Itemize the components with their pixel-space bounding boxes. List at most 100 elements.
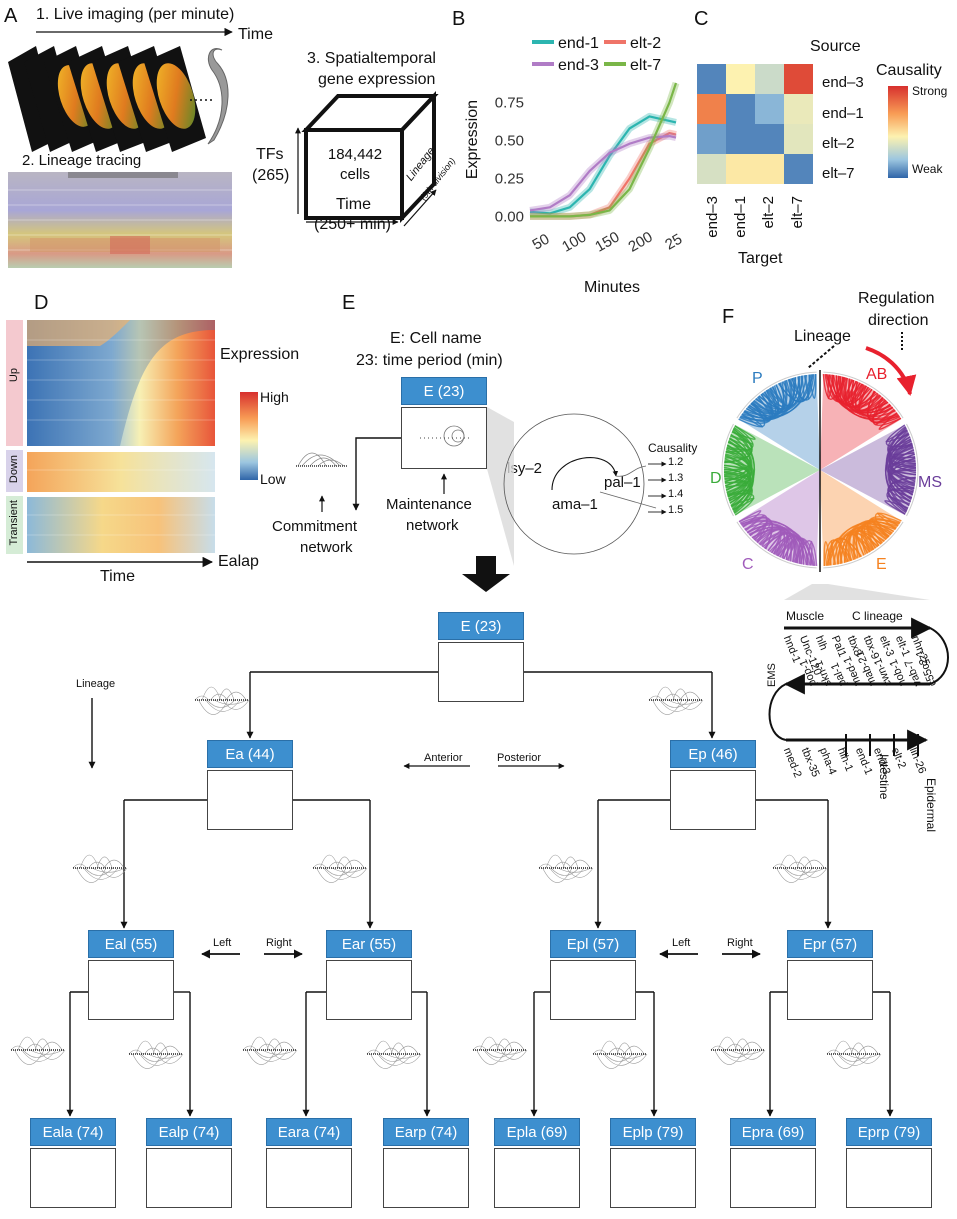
causality-value-2: 1.3: [668, 472, 684, 484]
chord-sector: [736, 371, 820, 470]
intestine-label: Intestine: [877, 754, 891, 800]
level3-cell-box: Epra (69): [730, 1118, 816, 1146]
live-imaging-label: 1. Live imaging (per minute): [36, 6, 235, 23]
c-lineage-label: C lineage: [852, 609, 903, 623]
heatmap-row-1: end–1: [822, 105, 864, 122]
heatmap-cell: [755, 124, 784, 154]
y-tick-label: 0.75: [495, 95, 524, 112]
network-box: [610, 1148, 696, 1208]
expression-cube: [301, 90, 439, 224]
level1-cell-box-ea: Ea (44): [207, 740, 293, 768]
f-lineage-label: Lineage: [794, 328, 851, 345]
commitment-label-1: Commitment: [272, 518, 358, 535]
panel-a-label: A: [4, 5, 18, 27]
heatmap-target-title: Target: [738, 250, 783, 267]
gene-ama1: ama–1: [552, 496, 598, 513]
causality-legend-title: Causality: [876, 62, 942, 79]
causality-small-title: Causality: [648, 441, 698, 455]
level3-cell-box: Eara (74): [266, 1118, 352, 1146]
heatmap-cell: [697, 64, 726, 94]
legend-entry: end-1: [558, 35, 599, 52]
mini-network: [72, 854, 128, 883]
mini-network: [592, 1040, 648, 1069]
causality-colorbar: [888, 86, 908, 178]
mini-network: [538, 854, 594, 883]
commitment-label-2: network: [300, 539, 353, 556]
time-axis-label: Time: [336, 196, 371, 213]
level2-cell-box: Epr (57): [787, 930, 873, 958]
network-box: [146, 1148, 232, 1208]
right-label-1: Right: [266, 937, 292, 949]
level3-cell-box: Eala (74): [30, 1118, 116, 1146]
heatmap-cell: [726, 124, 755, 154]
x-tick-label: 50: [530, 231, 553, 254]
tree-lineage-label: Lineage: [76, 678, 116, 690]
series-line: [530, 82, 678, 218]
panel-e-label: E: [342, 292, 356, 314]
heatmap-cell: [726, 64, 755, 94]
mini-network: [648, 686, 704, 715]
heatmap-cell: [784, 94, 813, 124]
panel-b-label: B: [452, 8, 466, 30]
worm-icon: [207, 48, 229, 145]
cube-cell-count: 184,442: [327, 146, 383, 163]
chord-sector: [820, 470, 904, 569]
sector-e: E: [876, 556, 887, 573]
imaging-frames: [8, 46, 214, 152]
chord-sector: [820, 423, 919, 517]
legend-low: Low: [260, 471, 286, 487]
mini-network: [10, 1036, 66, 1065]
heatmap-cell: [784, 124, 813, 154]
mini-network: [772, 854, 828, 883]
mini-network: [312, 854, 368, 883]
muscle-label: Muscle: [786, 609, 825, 623]
panel-f-label: F: [722, 306, 735, 328]
causality-legend-strong: Strong: [912, 84, 948, 98]
cell-name-legend: E: Cell name: [390, 330, 482, 347]
level2-cell-box: Ear (55): [326, 930, 412, 958]
causality-value-3: 1.4: [668, 488, 684, 500]
step3-line1: 3. Spatialtemporal: [307, 50, 436, 67]
legend-entry: elt-7: [630, 57, 661, 74]
heatmap-cell: [697, 94, 726, 124]
time-period-legend: 23: time period (min): [356, 352, 503, 369]
posterior-label: Posterior: [497, 752, 542, 764]
time-arrow-label: Time: [238, 26, 273, 43]
step3-line2: gene expression: [318, 71, 436, 88]
y-tick-label: 0.25: [495, 171, 524, 188]
regulation-label-2: direction: [868, 312, 929, 329]
expression-label: Expression: [220, 346, 300, 363]
network-box: [846, 1148, 932, 1208]
level3-cell-box: Eplp (79): [610, 1118, 696, 1146]
level3-cell-box: Ealp (74): [146, 1118, 232, 1146]
x-tick-label: 25: [662, 231, 685, 254]
level2-cell-box: Epl (57): [550, 930, 636, 958]
series-line: [529, 135, 677, 212]
network-box: [326, 960, 412, 1020]
sector-ms: MS: [918, 474, 942, 491]
heatmap-cell: [755, 64, 784, 94]
heatmap-row-2: elt–2: [822, 135, 855, 152]
sector-ab: AB: [866, 366, 888, 383]
mini-network: [128, 1040, 184, 1069]
tfs-count: (265): [252, 167, 290, 184]
causality-legend-weak: Weak: [912, 162, 943, 176]
chord-sector: [721, 423, 820, 517]
left-label-2: Left: [672, 937, 691, 949]
network-box: [787, 960, 873, 1020]
chord-sector: [736, 470, 820, 569]
mini-network: [194, 686, 250, 715]
level3-cell-box: Eprp (79): [846, 1118, 932, 1146]
heatmap-cell: [726, 94, 755, 124]
mini-network: [710, 1036, 766, 1065]
level3-cell-box: Epla (69): [494, 1118, 580, 1146]
heatmap-cell: [755, 94, 784, 124]
network-box: [438, 642, 524, 702]
heatmap-cell: [726, 154, 755, 184]
cell-ealap-label: Ealap: [218, 553, 259, 570]
